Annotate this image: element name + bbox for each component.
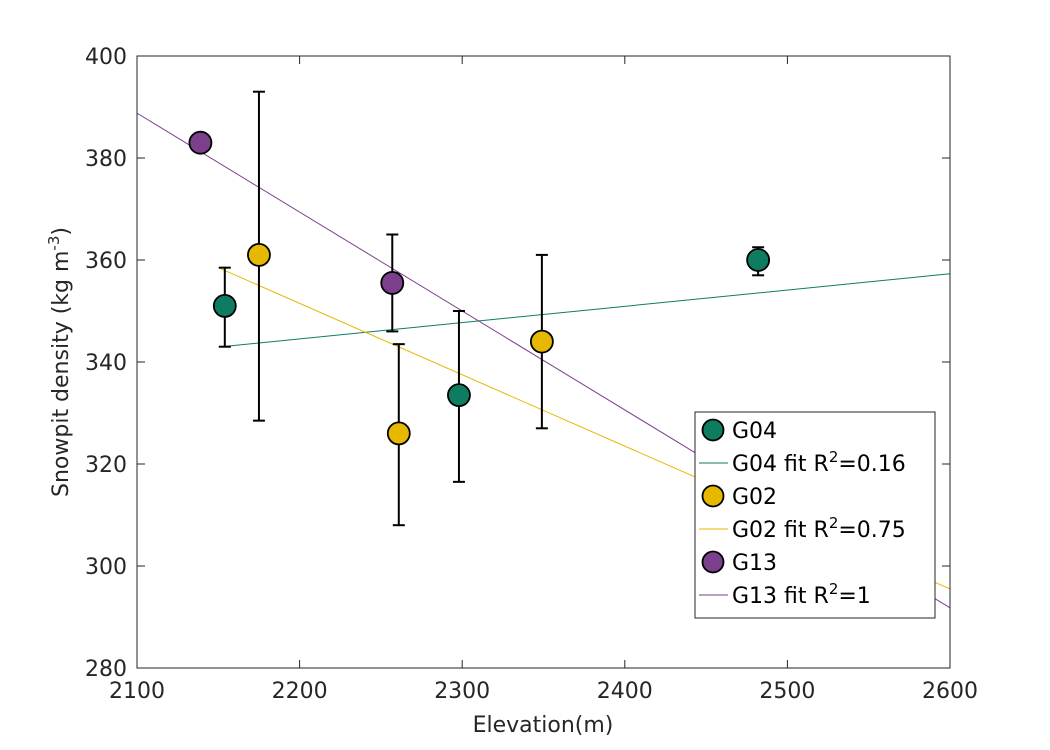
g13-data-point bbox=[380, 271, 405, 295]
g04-data-point bbox=[212, 293, 237, 318]
y-tick-label: 300 bbox=[85, 555, 127, 580]
y-tick-label: 380 bbox=[85, 147, 127, 172]
data-points bbox=[188, 130, 771, 446]
g04-fit-line bbox=[221, 273, 951, 348]
y-tick-label: 360 bbox=[85, 249, 127, 274]
g04-data-point bbox=[746, 248, 771, 272]
x-tick-label: 2500 bbox=[759, 679, 815, 704]
y-axis-label-superscript: -3 bbox=[45, 236, 63, 251]
g04-legend-marker bbox=[701, 418, 725, 442]
y-axis-label-main: Snowpit density (kg m bbox=[49, 251, 74, 497]
g02-data-point bbox=[386, 421, 411, 446]
g13-legend-label: G13 bbox=[732, 551, 777, 576]
g13-legend-marker bbox=[701, 550, 725, 574]
g02-legend-label: G02 bbox=[732, 485, 777, 510]
x-tick-label: 2400 bbox=[597, 679, 653, 704]
y-tick-label: 320 bbox=[85, 453, 127, 478]
x-tick-label: 2300 bbox=[434, 679, 490, 704]
g13-fit-legend-label: G13 fit R2=1 bbox=[732, 580, 871, 609]
y-tick-label: 280 bbox=[85, 657, 127, 682]
y-axis-label: Snowpit density (kg m-3) bbox=[45, 227, 74, 497]
legend: G04 G04 fit R2=0.16 G02 G02 fit R2=0.75 G13 G… bbox=[694, 411, 936, 619]
legend-box bbox=[694, 411, 936, 619]
y-tick-label: 400 bbox=[85, 45, 127, 70]
g04-fit-legend-label: G04 fit R2=0.16 bbox=[732, 448, 906, 477]
y-axis-label-end: ) bbox=[49, 227, 74, 236]
g04-data-point bbox=[447, 383, 471, 408]
g13-data-point bbox=[188, 130, 213, 155]
g02-data-point bbox=[247, 242, 271, 267]
x-tick-label: 2100 bbox=[109, 679, 165, 704]
g02-data-point bbox=[529, 329, 554, 354]
x-tick-label: 2200 bbox=[272, 679, 328, 704]
g02-fit-legend-label: G02 fit R2=0.75 bbox=[732, 514, 906, 543]
y-tick-label: 340 bbox=[85, 351, 127, 376]
g02-legend-marker bbox=[701, 484, 725, 508]
g04-legend-label: G04 bbox=[732, 419, 777, 444]
axis-ticks: 2100 2200 2300 2400 2500 2600 280 300 320 340 360 3… bbox=[85, 45, 978, 704]
x-axis-label: Elevation(m) bbox=[473, 713, 614, 738]
x-tick-label: 2600 bbox=[922, 679, 978, 704]
